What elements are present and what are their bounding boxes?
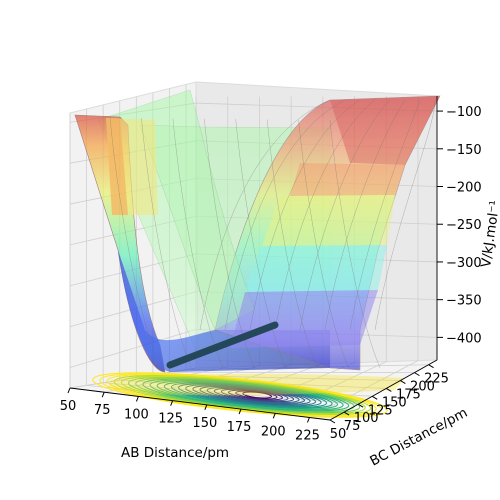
contour-line [178, 383, 322, 407]
mesh-line [349, 99, 421, 331]
mesh-line [109, 117, 161, 369]
z-tick-label: −100 [446, 105, 482, 120]
contour-line [206, 386, 300, 404]
mesh-line [274, 99, 376, 331]
contour-line [199, 386, 306, 404]
contour-line [220, 388, 289, 402]
y-tick-label: 100 [354, 411, 379, 426]
contour-outer-band [110, 373, 405, 396]
x-axis-ticks: 50 75 100 125 150 175 200 225 [60, 387, 320, 443]
x-axis-label: AB Distance/pm [121, 445, 229, 461]
contour-line [92, 372, 388, 418]
x-tick-mark [307, 417, 310, 423]
x-tick-label: 150 [192, 416, 217, 431]
mesh-line [329, 119, 381, 369]
x-axis-line [69, 387, 331, 421]
z-tick-label: −200 [446, 181, 482, 196]
mesh-line [266, 119, 318, 369]
x-tick-label: 50 [60, 399, 77, 414]
mesh-line [374, 99, 436, 331]
surface-band-cyan [245, 245, 387, 292]
y-tick-mark [357, 403, 364, 408]
z-tick-label: −150 [446, 143, 482, 158]
x-tick-label: 100 [124, 407, 149, 422]
surface-band-orange [290, 163, 405, 196]
y-tick-mark [428, 364, 434, 369]
mesh-line [298, 119, 349, 369]
mesh-line [299, 99, 391, 331]
mesh-line [324, 99, 406, 331]
contour-line [142, 378, 350, 412]
contour-line [106, 374, 377, 416]
contour-line [163, 381, 333, 409]
contour-line [242, 391, 273, 399]
y-tick-label: 50 [330, 427, 347, 442]
z-axis-label: V/kJ.mol⁻¹ [478, 199, 500, 268]
surface-upper-left-orange [106, 118, 128, 215]
y-tick-mark [414, 372, 420, 377]
contour-line [228, 389, 284, 401]
contour-line [170, 382, 328, 408]
x-tick-label: 75 [94, 403, 111, 418]
mesh-line [249, 99, 361, 331]
y-tick-mark [400, 380, 406, 384]
contour-line [156, 380, 339, 410]
x-tick-mark [67, 387, 71, 394]
x-tick-mark [170, 400, 174, 406]
z-tick-label: −300 [446, 256, 482, 271]
z-tick-label: −400 [446, 331, 482, 346]
y-tick-label: 75 [344, 419, 361, 434]
surface-mid-sheet [139, 124, 256, 331]
x-tick-mark [272, 413, 276, 419]
z-tick-label: −350 [446, 294, 482, 309]
y-tick-label: 225 [424, 372, 449, 387]
x-tick-mark [238, 408, 242, 415]
x-tick-label: 125 [158, 412, 183, 427]
y-tick-label: 200 [410, 380, 435, 395]
x-tick-label: 200 [261, 424, 286, 439]
surface-right-sheet [214, 95, 441, 371]
contour-projection [92, 372, 405, 418]
z-tick-label: −250 [446, 218, 482, 233]
contour-line [185, 384, 317, 406]
contour-line [127, 376, 361, 414]
y-axis-line [329, 359, 438, 421]
y-tick-mark [343, 411, 350, 416]
y-tick-label: 150 [382, 395, 407, 410]
z-axis-ticks: −100 −150 −200 −250 −300 −350 −400 [437, 105, 482, 346]
contour-line [235, 390, 278, 400]
mesh-line [199, 99, 331, 331]
mesh-line [141, 118, 192, 369]
surface-band-red [330, 96, 440, 165]
contour-line [99, 373, 383, 417]
surface-band-violet [230, 290, 378, 348]
contour-line [149, 379, 344, 411]
energy-surface [74, 89, 441, 373]
y-tick-mark [386, 387, 392, 392]
contour-line [120, 375, 366, 415]
y-tick-mark [371, 395, 378, 400]
x-tick-mark [135, 396, 139, 402]
mesh-line [204, 118, 255, 369]
surface-band-yellow [262, 195, 395, 246]
surface-mesh [109, 99, 436, 369]
mesh-line [235, 119, 286, 369]
y-tick-label: 175 [396, 388, 421, 403]
x-tick-mark [204, 404, 208, 411]
x-tick-label: 175 [227, 420, 252, 435]
y-tick-label: 125 [368, 403, 393, 418]
x-tick-label: 225 [295, 428, 320, 443]
x-tick-mark [101, 392, 105, 398]
contour-line [213, 387, 295, 403]
y-tick-mark [329, 419, 336, 424]
contour-line [192, 385, 311, 405]
axis-lines [69, 96, 438, 421]
reaction-trajectory [166, 321, 279, 369]
mesh-line [224, 99, 346, 331]
